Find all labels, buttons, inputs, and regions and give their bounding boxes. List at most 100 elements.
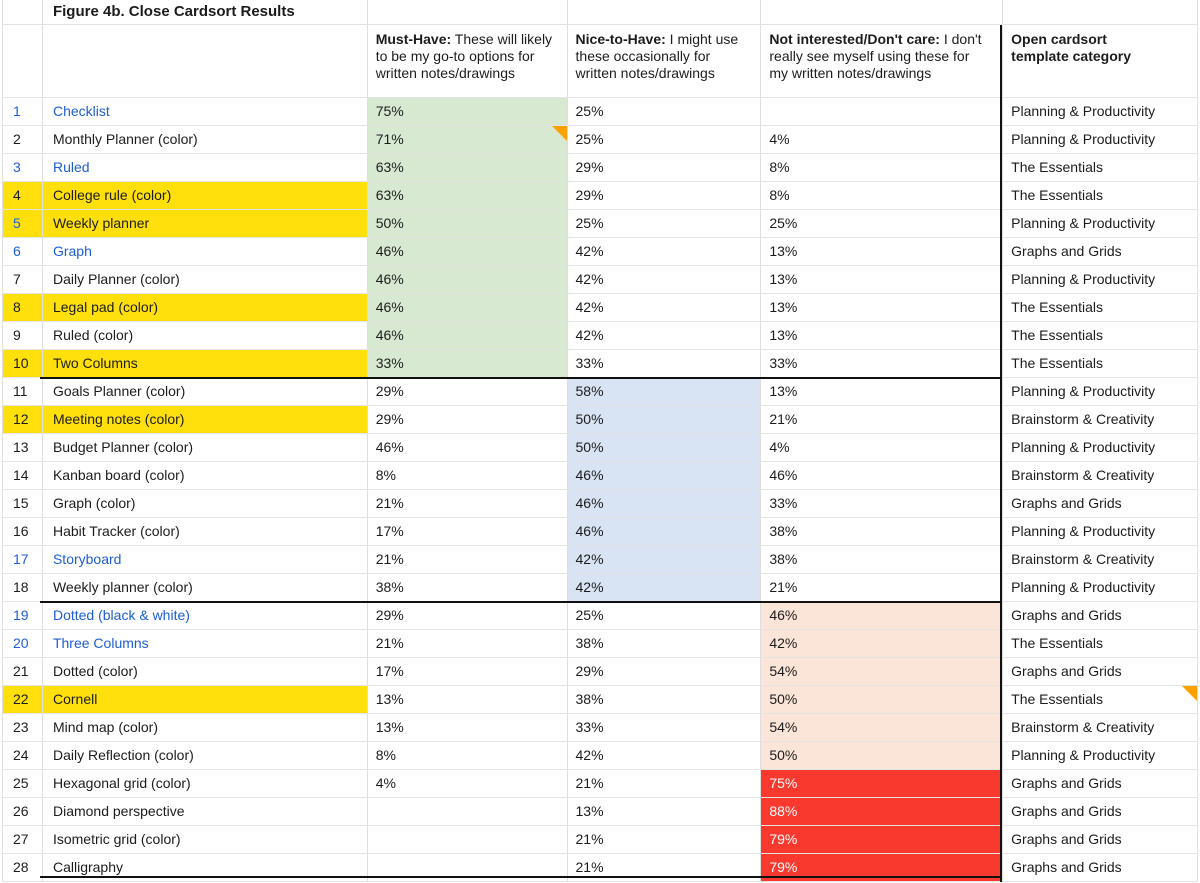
category-cell[interactable]: Graphs and Grids (1003, 854, 1198, 881)
nice-to-have-cell[interactable]: 50% (567, 406, 762, 433)
must-have-cell[interactable]: 46% (367, 266, 568, 293)
must-have-cell[interactable]: 8% (368, 462, 568, 489)
nice-to-have-cell[interactable]: 25% (568, 98, 762, 125)
category-cell[interactable]: The Essentials (1003, 686, 1198, 713)
category-cell[interactable]: Graphs and Grids (1003, 238, 1198, 265)
category-cell[interactable]: Planning & Productivity (1003, 378, 1198, 405)
must-have-cell[interactable]: 46% (367, 294, 568, 321)
template-name-cell[interactable]: Monthly Planner (color) (43, 126, 368, 153)
template-name-cell[interactable]: Goals Planner (color) (43, 378, 368, 405)
category-cell[interactable]: Planning & Productivity (1003, 126, 1198, 153)
nice-to-have-cell[interactable]: 42% (568, 742, 762, 769)
must-have-cell[interactable]: 50% (367, 210, 568, 237)
not-interested-cell[interactable]: 8% (761, 182, 1004, 209)
nice-to-have-cell[interactable]: 29% (568, 658, 762, 685)
template-name-cell[interactable]: Weekly planner (color) (43, 574, 368, 601)
template-name-cell[interactable]: Dotted (black & white) (43, 602, 368, 629)
must-have-cell[interactable]: 17% (368, 658, 568, 685)
row-number-cell[interactable]: 25 (3, 770, 43, 797)
must-have-cell[interactable]: 63% (367, 182, 568, 209)
must-have-cell[interactable]: 21% (368, 490, 568, 517)
not-interested-cell[interactable]: 38% (761, 546, 1004, 573)
must-have-cell[interactable]: 29% (368, 406, 568, 433)
nice-to-have-cell[interactable]: 38% (568, 630, 762, 657)
not-interested-cell[interactable]: 21% (761, 574, 1004, 601)
empty-cell[interactable] (761, 0, 1004, 24)
empty-cell[interactable] (1003, 0, 1198, 24)
must-have-cell[interactable] (368, 798, 568, 825)
must-have-cell[interactable]: 4% (368, 770, 568, 797)
template-name-cell[interactable]: Ruled (43, 154, 368, 181)
nice-to-have-cell[interactable]: 42% (568, 294, 762, 321)
not-interested-cell[interactable]: 4% (761, 434, 1004, 461)
row-number-cell[interactable]: 21 (3, 658, 43, 685)
comment-marker-icon[interactable] (1182, 686, 1197, 701)
nice-to-have-cell[interactable]: 25% (568, 126, 762, 153)
must-have-cell[interactable]: 71% (367, 126, 568, 153)
nice-to-have-cell[interactable]: 29% (568, 182, 762, 209)
row-number-cell[interactable]: 7 (3, 266, 43, 293)
not-interested-cell[interactable]: 4% (761, 126, 1004, 153)
not-interested-cell[interactable]: 33% (761, 490, 1004, 517)
not-interested-cell[interactable] (761, 98, 1004, 125)
category-cell[interactable]: Graphs and Grids (1003, 770, 1198, 797)
nice-to-have-cell[interactable]: 42% (568, 266, 762, 293)
template-name-cell[interactable]: Calligraphy (43, 854, 368, 881)
not-interested-cell[interactable]: 21% (761, 406, 1004, 433)
category-cell[interactable]: Graphs and Grids (1003, 602, 1198, 629)
category-cell[interactable]: The Essentials (1003, 182, 1198, 209)
row-number-cell[interactable]: 15 (3, 490, 43, 517)
category-cell[interactable]: Graphs and Grids (1003, 798, 1198, 825)
template-name-cell[interactable]: Three Columns (43, 630, 368, 657)
row-number-cell[interactable]: 12 (3, 406, 43, 433)
template-name-cell[interactable]: Daily Planner (color) (43, 266, 368, 293)
category-cell[interactable]: Graphs and Grids (1003, 826, 1198, 853)
must-have-cell[interactable]: 13% (368, 714, 568, 741)
nice-to-have-cell[interactable]: 58% (567, 378, 762, 405)
category-cell[interactable]: Brainstorm & Creativity (1003, 714, 1198, 741)
not-interested-cell[interactable]: 13% (761, 266, 1004, 293)
category-cell[interactable]: Graphs and Grids (1003, 490, 1198, 517)
category-cell[interactable]: Planning & Productivity (1003, 210, 1198, 237)
row-number-cell[interactable]: 27 (3, 826, 43, 853)
row-number-cell[interactable]: 20 (3, 630, 43, 657)
row-number-cell[interactable]: 5 (3, 210, 43, 237)
nice-to-have-cell[interactable]: 50% (567, 434, 762, 461)
nice-to-have-cell[interactable]: 13% (568, 798, 762, 825)
nice-to-have-cell[interactable]: 46% (567, 518, 762, 545)
row-number-cell[interactable]: 24 (3, 742, 43, 769)
template-name-cell[interactable]: Isometric grid (color) (43, 826, 368, 853)
category-cell[interactable]: Brainstorm & Creativity (1003, 546, 1198, 573)
category-cell[interactable]: The Essentials (1003, 322, 1198, 349)
nice-to-have-cell[interactable]: 38% (568, 686, 762, 713)
must-have-cell[interactable]: 13% (368, 686, 568, 713)
category-cell[interactable]: Planning & Productivity (1003, 742, 1198, 769)
not-interested-cell[interactable]: 38% (761, 518, 1004, 545)
not-interested-cell[interactable]: 75% (761, 770, 1004, 797)
category-cell[interactable]: Planning & Productivity (1003, 518, 1198, 545)
category-cell[interactable]: Brainstorm & Creativity (1003, 406, 1198, 433)
must-have-cell[interactable]: 38% (368, 574, 568, 601)
template-name-cell[interactable]: Cornell (42, 686, 368, 713)
template-name-cell[interactable]: Two Columns (42, 350, 368, 377)
template-name-cell[interactable]: Mind map (color) (43, 714, 368, 741)
must-have-cell[interactable]: 63% (367, 154, 568, 181)
template-name-cell[interactable]: Storyboard (43, 546, 368, 573)
row-number-cell[interactable]: 19 (3, 602, 43, 629)
template-name-cell[interactable]: College rule (color) (42, 182, 368, 209)
must-have-cell[interactable]: 21% (368, 630, 568, 657)
not-interested-cell[interactable]: 50% (761, 686, 1004, 713)
not-interested-cell[interactable]: 33% (761, 350, 1004, 377)
row-number-cell[interactable]: 6 (3, 238, 43, 265)
row-number-cell[interactable]: 16 (3, 518, 43, 545)
row-number-cell[interactable]: 10 (3, 350, 43, 377)
nice-to-have-cell[interactable]: 46% (567, 490, 762, 517)
template-name-cell[interactable]: Weekly planner (42, 210, 368, 237)
template-name-cell[interactable]: Graph (color) (43, 490, 368, 517)
must-have-cell[interactable]: 46% (367, 322, 568, 349)
nice-to-have-cell[interactable]: 33% (568, 714, 762, 741)
row-number-cell[interactable]: 26 (3, 798, 43, 825)
not-interested-cell[interactable]: 88% (761, 798, 1004, 825)
row-number-cell[interactable]: 13 (3, 434, 43, 461)
not-interested-cell[interactable]: 54% (761, 714, 1004, 741)
